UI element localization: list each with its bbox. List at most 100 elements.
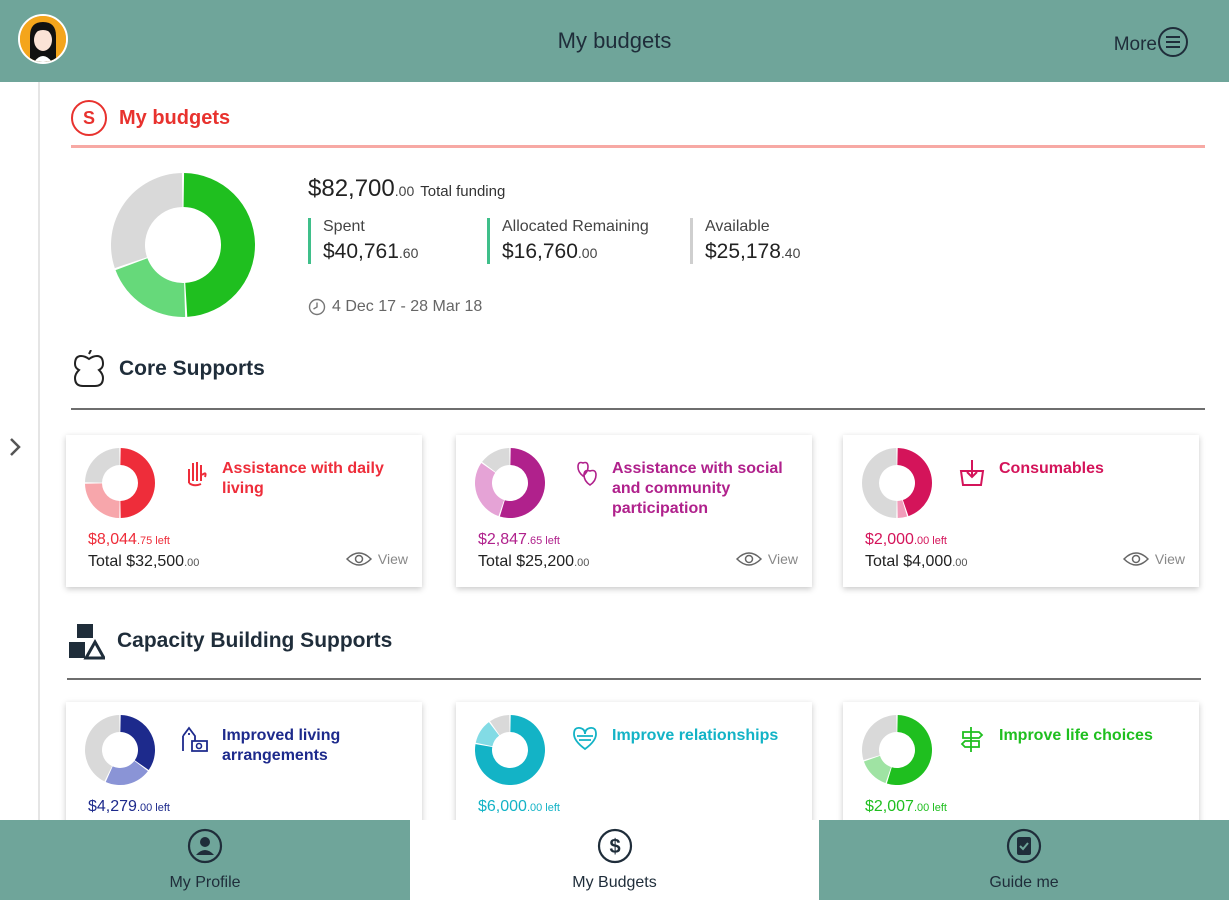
core-supports-header: Core Supports [71,350,265,388]
stat-available: Available $25,178.40 [690,218,800,264]
card-donut-chart [85,448,156,518]
view-button[interactable]: View [735,551,798,567]
card-donut-chart [85,715,155,785]
card-donut-slice-0 [120,448,156,518]
summary-donut-slice-0 [183,173,256,317]
card-amount-left: $2,847.65 left [478,531,560,548]
card-title: Improved living arrangements [222,727,341,764]
hearts-icon [577,461,597,486]
total-funding: $82,700.00 Total funding [308,175,505,203]
chevron-right-icon[interactable] [4,434,26,460]
stat-allocated-remaining: Allocated Remaining $16,760.00 [487,218,649,264]
capacity-building-header: Capacity Building Supports [67,622,392,660]
card-donut-slice-1 [105,760,148,785]
budgets-section-title: My budgets [119,106,231,129]
card-donut-chart [475,715,545,785]
eye-icon [735,552,762,566]
menu-icon[interactable] [1157,26,1189,58]
card-amount-left: $2,007.00 left [865,798,947,815]
page-title: My budgets [557,28,672,53]
avatar[interactable] [18,14,68,64]
card-total: Total $32,500.00 [88,553,200,570]
svg-text:$: $ [609,836,620,858]
card-donut-slice-2 [482,448,510,473]
card-donut-slice-1 [863,755,892,784]
budget-card[interactable]: Assistance with social and community par… [456,435,812,587]
more-label[interactable]: More [1113,34,1157,55]
budgets-header: S My budgets [71,100,230,136]
stat-spent: Spent $40,761.60 [308,218,418,264]
card-amount-left: $2,000.00 left [865,531,947,548]
card-total: Total $4,000.00 [865,553,968,570]
card-amount-left: $4,279.00 left [88,798,170,815]
card-total: Total $25,200.00 [478,553,590,570]
signpost-icon [960,727,984,752]
card-donut-slice-2 [489,715,510,736]
date-range: 4 Dec 17 - 28 Mar 18 [308,298,482,316]
stat-label: Allocated Remaining [502,218,649,235]
total-funding-dollars: $82,700 [308,175,395,202]
card-title: Assistance with social and community par… [612,460,783,517]
stat-value: $25,178.40 [705,240,801,263]
card-donut-slice-2 [861,448,897,518]
card-donut-slice-1 [475,722,500,747]
eye-icon [345,552,372,566]
card-donut-slice-0 [499,448,545,518]
total-funding-cents: .00 [394,183,415,199]
card-donut-slice-0 [475,715,545,785]
card-title: Improve life choices [999,727,1153,744]
card-donut-slice-2 [85,715,120,782]
summary-donut-slice-2 [111,173,183,269]
budget-card[interactable]: Assistance with daily living $8,044.75 le… [66,435,422,587]
tab-label: Guide me [989,874,1059,891]
card-donut-chart [862,715,932,785]
tab-label: My Profile [169,874,241,891]
card-donut-slice-2 [862,715,897,761]
stat-label: Available [705,218,770,235]
date-range-text: 4 Dec 17 - 28 Mar 18 [332,298,483,315]
card-donut-slice-2 [85,448,120,483]
card-donut-slice-0 [120,715,155,771]
avatar-icon [20,16,66,62]
card-title: Consumables [999,460,1104,477]
view-button[interactable]: View [345,551,408,567]
stat-label: Spent [323,218,365,235]
card-title: Assistance with daily living [222,460,384,497]
clipboard-check-icon [1006,828,1042,864]
summary-donut-chart [111,173,256,317]
card-amount-left: $6,000.00 left [478,798,560,815]
card-donut-chart [861,448,932,518]
apple-core-icon [73,350,105,387]
tab-guide-me[interactable]: Guide me [819,820,1229,900]
house-icon [182,726,208,752]
section-divider [71,408,1205,410]
card-title: Improve relationships [612,727,779,744]
budget-card[interactable]: Consumables $2,000.00 left Total $4,000.00… [843,435,1199,587]
clock-icon [308,298,326,316]
top-bar: My budgets More [0,0,1229,82]
user-circle-icon [187,828,223,864]
heart-icon [573,726,597,751]
summary-donut-slice-1 [115,258,186,317]
view-button[interactable]: View [1122,551,1185,567]
total-funding-label: Total funding [420,183,506,200]
card-donut-slice-1 [85,483,120,518]
bottom-navigation: My Profile $ My Budgets Guide me [0,820,1229,900]
eye-icon [1122,552,1149,566]
main-content: S My budgets $82,700.00 Total funding Spe… [40,82,1229,854]
blocks-icon [69,624,105,660]
card-donut-slice-0 [897,448,932,517]
card-amount-left: $8,044.75 left [88,531,170,548]
tab-label: My Budgets [572,874,657,891]
tab-my-profile[interactable]: My Profile [0,820,410,900]
card-donut-slice-0 [886,715,932,785]
stat-value: $16,760.00 [502,240,598,263]
section-divider [71,145,1205,148]
left-rail [0,82,40,822]
card-donut-chart [475,448,545,518]
dollar-circle-icon: $ [597,828,632,864]
capacity-building-title: Capacity Building Supports [117,629,393,652]
stat-value: $40,761.60 [323,240,419,263]
tab-my-budgets[interactable]: $ My Budgets [410,820,819,900]
